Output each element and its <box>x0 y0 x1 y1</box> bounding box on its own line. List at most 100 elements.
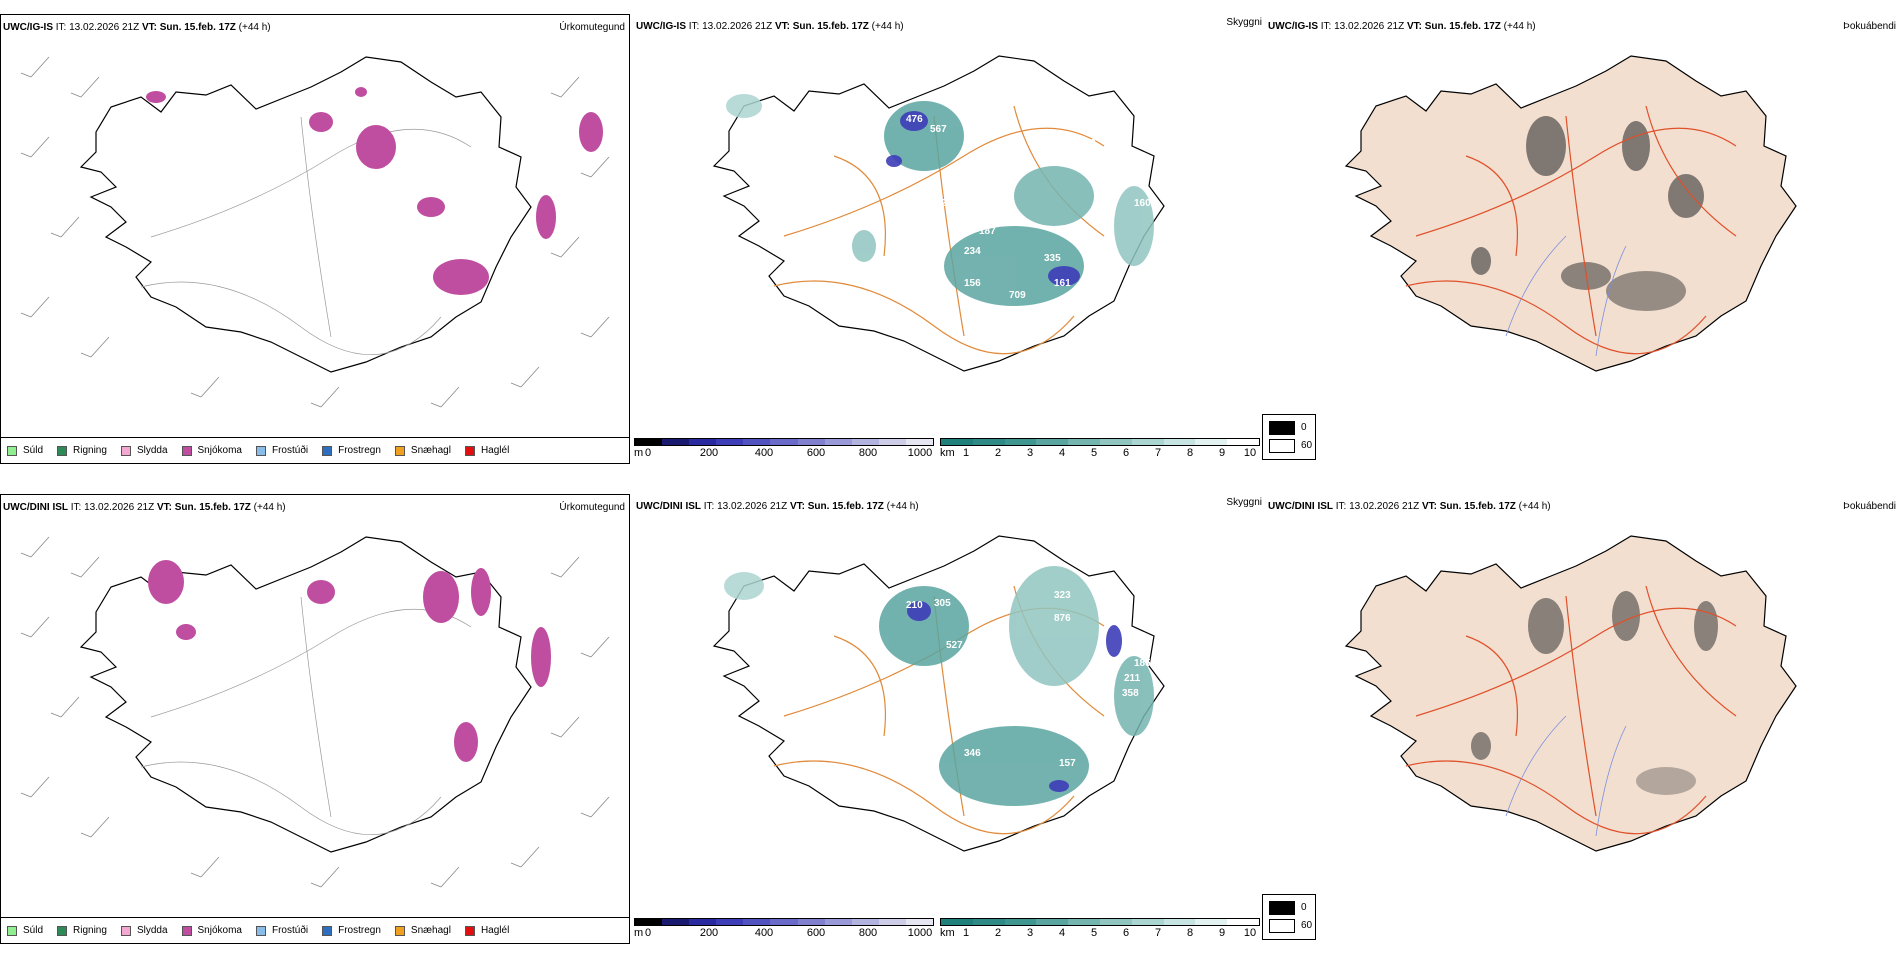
it-label: IT: <box>55 22 67 33</box>
vt-value: Sun. 15.feb. 17Z <box>159 22 236 33</box>
cloud-base-areas <box>907 601 1122 792</box>
cloud-base-label: 211 <box>1124 673 1141 684</box>
fog-legend-label: 60 <box>1301 440 1313 451</box>
road-network <box>1405 585 1737 835</box>
legend-label: Snjókoma <box>197 925 242 936</box>
legend-swatch <box>322 445 333 456</box>
legend-label: Rigning <box>73 925 107 936</box>
fog-legend-swatch <box>1269 421 1295 435</box>
legend-item: Rigning <box>57 445 107 456</box>
cloudbase-tick: 800 <box>858 447 878 459</box>
model-name: UWC/IG-IS <box>3 22 53 33</box>
legend-item: Súld <box>7 925 43 936</box>
legend-swatch <box>7 925 17 936</box>
cloud-base-label: 160 <box>1134 198 1151 209</box>
visibility-tick: 1 <box>962 447 970 459</box>
cloud-base-label: 652 <box>930 198 947 209</box>
legend-label: Snæhagl <box>410 445 451 456</box>
vt-label: VT: <box>1421 501 1437 512</box>
vt-label: VT: <box>789 501 805 512</box>
cloud-base-label: 234 <box>964 246 981 257</box>
legend-swatch <box>255 925 266 936</box>
cloud-base-label: 358 <box>1122 688 1139 699</box>
cloudbase-strip <box>634 918 934 926</box>
panel-header: UWC/DINI ISL IT: 13.02.2026 21Z VT: Sun.… <box>1268 500 1896 514</box>
it-label: IT: <box>1320 21 1332 32</box>
visibility-colorbar: km 1 2 3 4 5 6 7 8 9 10 <box>940 918 1266 940</box>
road-network <box>1405 105 1737 355</box>
cloud-base-label: 335 <box>1044 253 1061 264</box>
cloud-base-label: 336 <box>1094 260 1111 271</box>
visibility-tick: 3 <box>1026 447 1034 459</box>
visibility-tick: 3 <box>1026 927 1034 939</box>
visibility-tick: 8 <box>1186 927 1194 939</box>
visibility-panel: UWC/DINI ISL IT: 13.02.2026 21Z VT: Sun.… <box>634 494 1266 944</box>
it-value: 13.02.2026 21Z <box>69 22 140 33</box>
cloudbase-tick: 200 <box>699 447 719 459</box>
lead-time: (+44 h) <box>1518 501 1551 512</box>
model-name: UWC/DINI ISL <box>3 502 68 513</box>
visibility-tick: 2 <box>994 447 1002 459</box>
fog-legend-swatch <box>1269 439 1295 453</box>
fog-legend-label: 0 <box>1301 422 1307 433</box>
legend-label: Súld <box>23 925 44 936</box>
panel-title: Þokuábendi <box>1843 21 1896 32</box>
cloudbase-tick: 400 <box>754 447 774 459</box>
legend-item: Slydda <box>120 445 168 456</box>
legend-label: Snæhagl <box>410 925 451 936</box>
it-value: 13.02.2026 21Z <box>1334 21 1405 32</box>
legend-label: Súld <box>23 445 44 456</box>
legend-item: Haglél <box>464 445 509 456</box>
legend-item: Snjókoma <box>181 445 242 456</box>
vt-value: Sun. 15.feb. 17Z <box>174 502 251 513</box>
cloud-base-label: 567 <box>930 124 947 135</box>
panel-title: Úrkomutegund <box>559 502 625 513</box>
visibility-map: 210 305 359 323 876 527 288 287 157 435 … <box>713 535 1165 852</box>
cloud-base-label: 352 <box>924 178 941 189</box>
panel-header: UWC/DINI ISL IT: 13.02.2026 21Z VT: Sun.… <box>3 501 625 515</box>
panel-header: UWC/IG-IS IT: 13.02.2026 21Z VT: Sun. 15… <box>3 21 625 35</box>
cloud-base-label: 185 <box>1134 658 1151 669</box>
legend-label: Rigning <box>73 445 107 456</box>
cloud-base-label: 244 <box>912 260 929 271</box>
cloud-base-label: 769 <box>994 203 1011 214</box>
legend-item: Haglél <box>464 925 510 936</box>
snow-areas <box>146 87 603 295</box>
lead-time: (+44 h) <box>253 502 286 513</box>
panel-title: Skyggni <box>1226 17 1262 28</box>
legend-label: Frostúði <box>271 925 309 936</box>
rivers <box>1505 715 1627 837</box>
it-value: 13.02.2026 21Z <box>702 21 773 32</box>
legend-item: Slydda <box>120 925 168 936</box>
visibility-tick: 4 <box>1058 447 1066 459</box>
forecast-row-dini-isl: UWC/DINI ISL IT: 13.02.2026 21Z VT: Sun.… <box>0 494 1900 954</box>
precip-type-legend: Súld Rigning Slydda Snjókoma Frostúði Fr… <box>1 917 629 943</box>
visibility-strip <box>940 918 1260 926</box>
legend-swatch <box>394 925 405 936</box>
visibility-tick: 4 <box>1058 927 1066 939</box>
legend-swatch <box>181 445 192 456</box>
legend-item: Frostregn <box>322 925 381 936</box>
panel-header: UWC/IG-IS IT: 13.02.2026 21Z VT: Sun. 15… <box>1268 20 1896 34</box>
legend-item: Súld <box>7 445 43 456</box>
lead-time: (+44 h) <box>871 21 904 32</box>
vt-value: Sun. 15.feb. 17Z <box>1424 21 1501 32</box>
model-name: UWC/DINI ISL <box>636 501 701 512</box>
visibility-colorbar: km 1 2 3 4 5 6 7 8 9 10 <box>940 438 1266 460</box>
visibility-tick: 9 <box>1218 447 1226 459</box>
legend-label: Slydda <box>136 925 168 936</box>
visibility-tick: 10 <box>1243 447 1257 459</box>
cloudbase-strip <box>634 438 934 446</box>
cloud-base-label: 187 <box>979 226 996 237</box>
panel-header: UWC/DINI ISL IT: 13.02.2026 21Z VT: Sun.… <box>636 497 1262 514</box>
cloud-base-label: 379 <box>1079 138 1096 149</box>
rivers <box>1505 235 1627 357</box>
wind-barbs <box>20 536 610 888</box>
legend-item: Rigning <box>57 925 107 936</box>
legend-label: Haglél <box>480 925 510 936</box>
legend-swatch <box>120 925 131 936</box>
vt-value: Sun. 15.feb. 17Z <box>792 21 869 32</box>
cloud-base-label: 305 <box>934 598 951 609</box>
cloudbase-tick: 800 <box>858 927 878 939</box>
visibility-unit: km <box>940 927 955 939</box>
